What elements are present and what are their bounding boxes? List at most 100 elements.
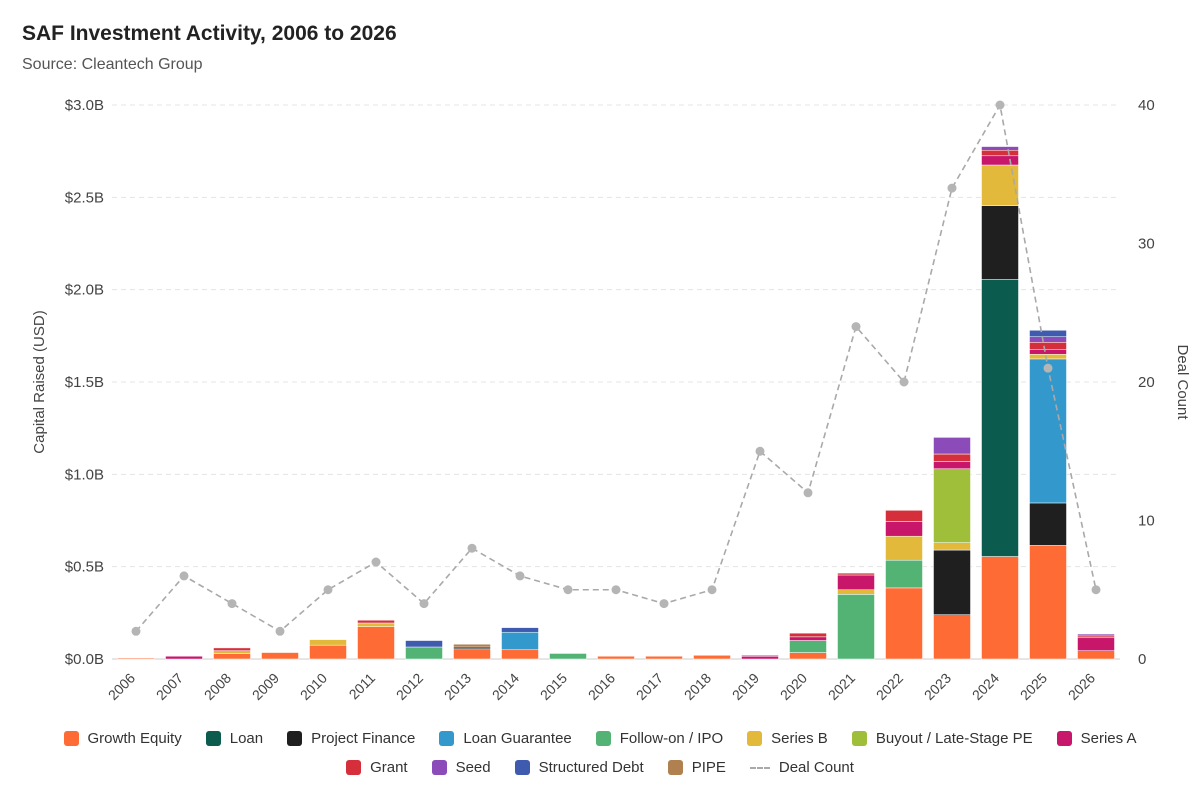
legend-line-swatch [749,766,770,769]
bar-segment-series-b [357,622,395,627]
bar-segment-project-finance [933,549,971,615]
bar-segment-growth-equity [357,626,395,660]
legend-item-structured-debt[interactable]: Structured Debt [514,759,644,776]
deal-count-point [179,571,189,581]
bar-segment-seed [741,655,779,657]
x-tick-label: 2018 [681,670,714,703]
bar-segment-series-b [885,535,923,561]
bar-segment-growth-equity [885,587,923,660]
legend-swatch [287,731,303,746]
deal-count-point [611,585,621,595]
bar-segment-growth-equity [597,655,635,660]
y2-tick-label: 30 [1138,236,1155,253]
bar-segment-follow-on-ipo [405,646,443,660]
legend-row: Grant Seed Structured Debt PIPE Deal Count [0,759,1200,776]
deal-count-point [467,543,477,553]
x-tick-label: 2022 [873,670,906,703]
bar-segment-growth-equity [501,649,539,660]
bar-segment-seed [1077,633,1115,637]
legend-row: Growth Equity Loan Project Finance Loan Gua… [0,730,1200,747]
legend-item-deal-count[interactable]: Deal Count [749,759,854,776]
x-tick-label: 2011 [346,670,379,703]
bar-segment-growth-equity [693,655,731,660]
bar-segment-structured-debt [501,627,539,633]
bar-segment-seed [981,146,1019,151]
bar-segment-buyout-late-stage-pe [933,468,971,543]
chart-subtitle: Source: Cleantech Group [22,56,203,73]
x-tick-label: 2020 [777,670,810,703]
x-tick-label: 2014 [489,670,522,703]
bar-segment-series-b [837,589,875,595]
legend-label: Loan Guarantee [463,730,572,747]
bar-segment-growth-equity [645,655,683,660]
bar-segment-growth-equity [981,556,1019,660]
bar-segment-structured-debt [405,640,443,648]
legend-item-series-a[interactable]: Series A [1056,730,1137,747]
bar-segment-seed [933,437,971,455]
x-tick-label: 2023 [921,670,954,703]
legend-item-grant[interactable]: Grant [346,759,408,776]
legend-item-project-finance[interactable]: Project Finance [287,730,415,747]
legend-swatch [63,731,79,746]
legend-label: Growth Equity [87,730,182,747]
legend-item-series-b[interactable]: Series B [747,730,828,747]
legend-swatch [439,731,455,746]
bar-segment-growth-equity [933,614,971,660]
legend-item-buyout-late-stage-pe[interactable]: Buyout / Late-Stage PE [851,730,1033,747]
bar-segment-grant [789,632,827,638]
bar-segment-series-a [1029,349,1067,355]
bar-segment-series-b [981,164,1019,206]
y2-tick-label: 40 [1138,97,1155,114]
legend-label: Deal Count [778,759,854,776]
bar-segment-growth-equity [261,652,299,660]
deal-count-point [803,488,813,498]
bar-segment-project-finance [453,646,491,650]
bar-segment-growth-equity [117,657,155,660]
bar-segment-follow-on-ipo [789,640,827,653]
legend-label: Buyout / Late-Stage PE [875,730,1033,747]
bar-segment-seed [1029,336,1067,343]
bar-segment-growth-equity [1029,545,1067,660]
y-tick-label: $2.5B [65,189,104,206]
legend-item-growth-equity[interactable]: Growth Equity [63,730,182,747]
deal-count-point [371,557,381,567]
deal-count-point [563,585,573,595]
legend-label: Series A [1080,730,1137,747]
bar-segment-series-b [213,650,251,654]
legend-item-loan-guarantee[interactable]: Loan Guarantee [439,730,572,747]
legend-swatch [747,731,763,746]
x-tick-label: 2016 [585,670,618,703]
deal-count-point [851,322,861,332]
x-tick-label: 2024 [969,670,1002,703]
y2-tick-label: 0 [1138,651,1146,668]
deal-count-point [323,585,333,595]
legend-swatch [205,731,221,746]
bar-segment-project-finance [981,205,1019,280]
legend-item-seed[interactable]: Seed [431,759,491,776]
legend: Growth Equity Loan Project Finance Loan Gua… [0,730,1200,788]
legend-swatch [514,760,530,775]
y-tick-label: $1.0B [65,466,104,483]
deal-count-point [995,100,1005,110]
bar-segment-series-a [1077,637,1115,651]
y2-axis-title: Deal Count [1174,344,1191,420]
x-tick-label: 2007 [153,670,186,703]
chart-svg: $0.0B $0.5B $1.0B $1.5B $2.0B $2.5B $3.0B 0 10 20… [31,97,1191,703]
bar-segment-series-a [741,655,779,660]
bar-segment-series-a [885,521,923,537]
x-tick-label: 2025 [1017,670,1050,703]
bar-segment-project-finance [1029,502,1067,546]
deal-count-point [1091,585,1101,595]
x-tick-label: 2019 [729,670,762,703]
bar-segment-grant [213,647,251,651]
bar-segment-grant [357,619,395,624]
legend-item-pipe[interactable]: PIPE [667,759,726,776]
bar-segment-follow-on-ipo [837,594,875,660]
legend-swatch [1056,731,1072,746]
bar-segment-grant [837,572,875,576]
legend-item-follow-on-ipo[interactable]: Follow-on / IPO [595,730,723,747]
legend-item-loan[interactable]: Loan [205,730,263,747]
y-tick-label: $0.0B [65,651,104,668]
deal-count-point [419,599,429,609]
